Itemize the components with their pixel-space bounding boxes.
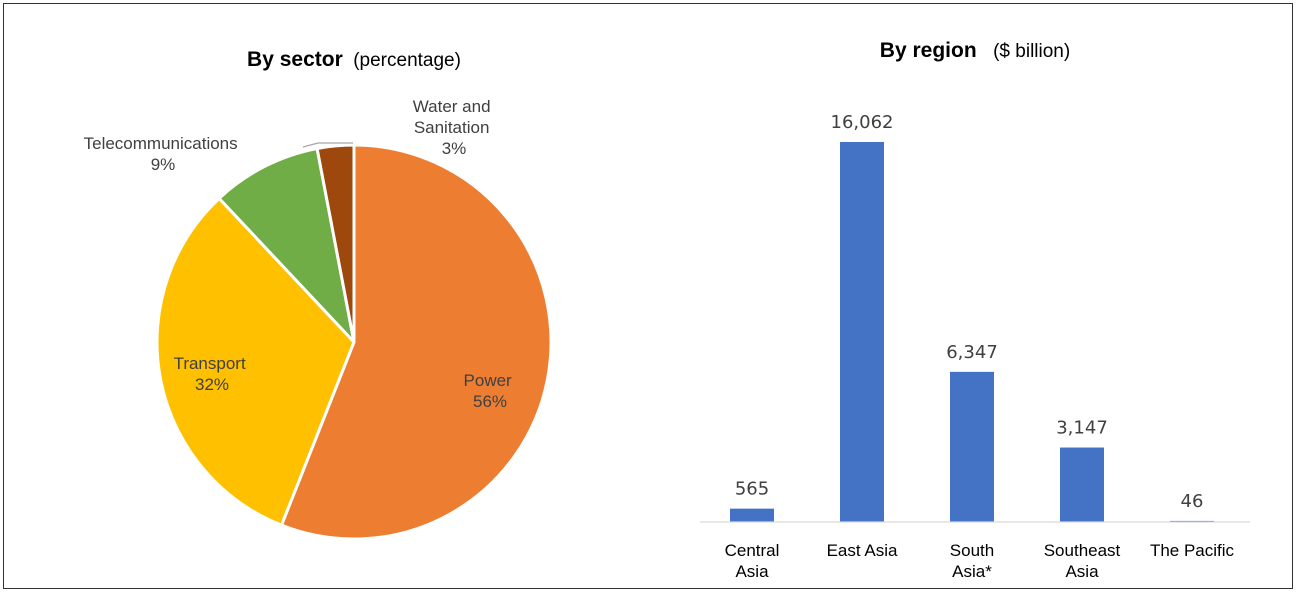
bar-title-group: By region ($ billion): [880, 39, 1070, 62]
bar-value-labels: 565 16,062 6,347 3,147 46: [735, 112, 1204, 512]
pie-label-transport: Transport 32%: [174, 354, 251, 394]
bar-southeast-asia: [1060, 447, 1104, 522]
bar-south-asia: [950, 371, 994, 522]
pie-value-power: 56%: [473, 392, 507, 411]
bar-value-label-southeast-asia: 3,147: [1056, 418, 1108, 439]
pie-label-water-line2: Sanitation: [414, 118, 490, 137]
category-label-the-pacific: The Pacific: [1150, 541, 1235, 560]
pie-label-telecom-name: Telecommunications: [84, 134, 238, 153]
bar-category-labels: Central Asia East Asia South Asia* Southeast A…: [725, 541, 1235, 581]
pie-label-water: Water and Sanitation 3%: [413, 97, 496, 158]
category-label-central-asia: Central Asia: [725, 541, 780, 581]
pie-label-power-name: Power: [464, 371, 513, 390]
pie-label-power: Power 56%: [464, 371, 517, 411]
bar-subtitle: ($ billion): [993, 41, 1070, 62]
bar-east-asia: [840, 142, 884, 522]
bar-value-label-the-pacific: 46: [1181, 491, 1204, 512]
pie-slice-water-and-sanitation: [315, 143, 356, 344]
pie-title-group: By sector (percentage): [247, 48, 461, 71]
bars: [730, 142, 1214, 522]
pie-value-telecom: 9%: [151, 155, 176, 174]
category-label-east-asia: East Asia: [827, 541, 898, 560]
region-bar-chart: By region ($ billion) 565 16,062 6,347 3,14…: [700, 39, 1250, 581]
pie-slice-transport: [155, 196, 356, 527]
pie-slice-telecommunications: [217, 146, 356, 344]
category-label-southeast-asia: Southeast Asia: [1044, 541, 1121, 581]
figure-frame: [3, 3, 1293, 589]
category-label-south-asia: South Asia*: [950, 541, 994, 581]
pie-title: By sector: [247, 48, 343, 71]
bar-central-asia: [730, 508, 774, 522]
bar-value-label-central-asia: 565: [735, 479, 769, 500]
pie-label-water-line1: Water and: [413, 97, 491, 116]
pie-slices: [155, 143, 553, 541]
bar-value-label-south-asia: 6,347: [946, 342, 998, 363]
pie-label-telecom: Telecommunications 9%: [84, 134, 243, 174]
bar-value-label-east-asia: 16,062: [831, 112, 894, 133]
pie-slice-power: [279, 143, 553, 541]
water-leader-line: [302, 142, 353, 148]
sector-pie-chart: By sector (percentage) Water and Sanitat…: [84, 48, 553, 541]
bar-title: By region: [880, 39, 977, 62]
pie-value-water: 3%: [442, 139, 467, 158]
pie-label-transport-name: Transport: [174, 354, 246, 373]
pie-value-transport: 32%: [195, 375, 229, 394]
pie-subtitle: (percentage): [353, 50, 461, 71]
